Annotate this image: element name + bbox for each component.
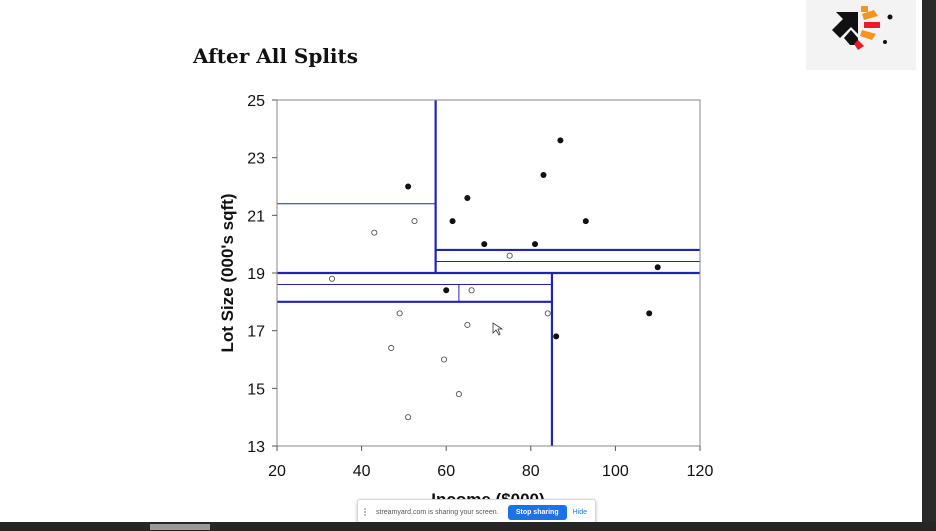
share-message: streamyard.com is sharing your screen. (376, 508, 499, 516)
y-axis: 13 15 17 19 21 23 25 (247, 93, 277, 456)
data-point-filled (449, 218, 456, 225)
drag-handle-icon[interactable] (364, 508, 372, 516)
y-tick-label: 19 (247, 266, 265, 283)
scatter-plot: 20 40 60 80 100 120 13 15 17 19 21 23 25 Lot Size (… (218, 93, 713, 509)
data-point-open (371, 229, 378, 236)
x-tick-label: 100 (602, 463, 629, 480)
y-tick-label: 15 (247, 381, 265, 398)
hide-button[interactable]: Hide (572, 508, 587, 516)
data-point-filled (540, 171, 547, 178)
y-tick-label: 23 (247, 151, 265, 168)
y-tick-label: 25 (247, 93, 265, 110)
slide-title: After All Splits (193, 44, 359, 68)
x-tick-label: 40 (353, 463, 371, 480)
x-tick-label: 80 (522, 463, 540, 480)
mouse-cursor-icon (492, 322, 504, 336)
data-point-open (468, 287, 475, 294)
scrollbar-thumb[interactable] (150, 524, 210, 530)
data-point-filled (553, 333, 560, 340)
data-point-filled (443, 287, 450, 294)
vertical-scrollbar[interactable] (922, 0, 936, 531)
y-tick-label: 13 (247, 439, 265, 456)
y-tick-label: 21 (247, 208, 265, 225)
brand-arrow-logo-icon (832, 6, 893, 50)
data-point-filled (481, 241, 488, 248)
data-point-filled (464, 195, 471, 202)
data-point-filled (646, 310, 653, 317)
y-axis-title: Lot Size (000's sqft) (218, 194, 237, 353)
data-point-open (544, 310, 551, 317)
data-point-open (455, 391, 462, 398)
data-point-filled (405, 183, 412, 190)
data-point-open (405, 414, 412, 421)
data-point-open (396, 310, 403, 317)
data-point-open (411, 218, 418, 225)
data-point-open (441, 356, 448, 363)
data-point-open (388, 344, 395, 352)
data-point-open (506, 252, 513, 259)
data-point-filled (582, 218, 589, 225)
data-point-filled (532, 241, 539, 248)
y-tick-label: 17 (247, 324, 265, 341)
split-lines (277, 100, 700, 446)
logo-area (806, 0, 916, 70)
data-point-open (464, 321, 471, 328)
data-point-filled (557, 137, 564, 144)
data-point-open (328, 275, 336, 282)
data-point-filled (654, 264, 661, 271)
x-tick-label: 120 (687, 463, 714, 480)
horizontal-scrollbar[interactable] (0, 522, 936, 531)
data-points (328, 137, 661, 421)
stop-sharing-button[interactable]: Stop sharing (507, 504, 567, 520)
x-tick-label: 60 (437, 463, 455, 480)
x-axis: 20 40 60 80 100 120 (268, 446, 713, 480)
x-tick-label: 20 (268, 463, 286, 480)
screen-share-notification-bar: streamyard.com is sharing your screen. S… (357, 499, 596, 525)
